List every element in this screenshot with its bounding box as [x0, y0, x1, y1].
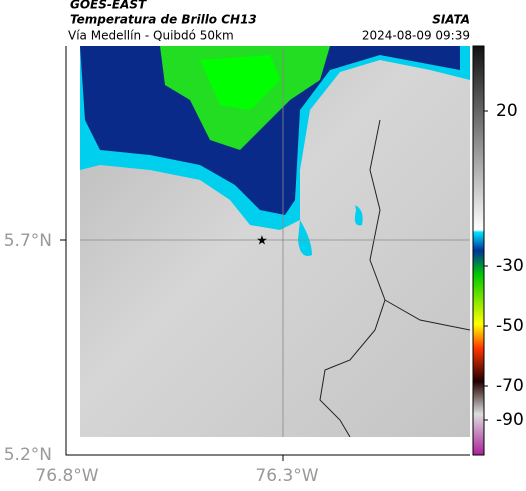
colorbar: [472, 45, 485, 456]
svg-text:★: ★: [256, 234, 268, 249]
colorbar-ticks: [484, 110, 488, 421]
satellite-image: ★: [80, 46, 470, 437]
source: SIATA: [432, 13, 470, 27]
title: GOES-EAST: [70, 0, 147, 12]
colorbar-tick-label: -90: [496, 410, 524, 430]
map-frame: [65, 46, 470, 456]
colorbar-tick-label: -30: [496, 256, 524, 276]
colorbar-tick-label: -50: [496, 316, 524, 336]
lat-label: 5.7°N: [4, 231, 52, 251]
subtitle: Temperatura de Brillo CH13: [70, 13, 257, 27]
lat-label: 5.2°N: [4, 445, 52, 465]
lon-label: 76.3°W: [255, 466, 318, 486]
colorbar-tick-label: 20: [496, 101, 518, 121]
timestamp: 2024-08-09 09:39: [362, 29, 470, 43]
colorbar-tick-label: -70: [496, 376, 524, 396]
region: Vía Medellín - Quibdó 50km: [68, 29, 234, 43]
lon-label: 76.8°W: [35, 466, 98, 486]
